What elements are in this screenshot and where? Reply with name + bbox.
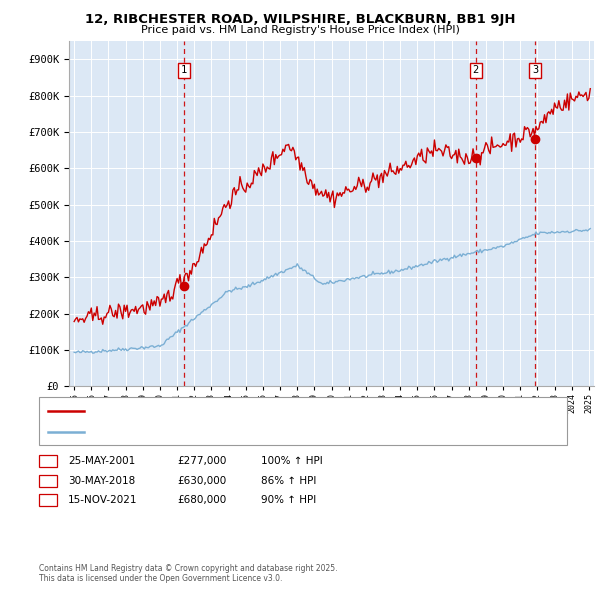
Text: £630,000: £630,000	[177, 476, 226, 486]
Text: 2: 2	[473, 65, 479, 76]
Text: 2: 2	[45, 476, 51, 486]
Text: 100% ↑ HPI: 100% ↑ HPI	[261, 457, 323, 466]
Text: 12, RIBCHESTER ROAD, WILPSHIRE, BLACKBURN, BB1 9JH (detached house): 12, RIBCHESTER ROAD, WILPSHIRE, BLACKBUR…	[90, 406, 432, 415]
Text: 1: 1	[181, 65, 187, 76]
Text: HPI: Average price, detached house, Ribble Valley: HPI: Average price, detached house, Ribb…	[90, 427, 316, 437]
Text: 15-NOV-2021: 15-NOV-2021	[68, 496, 137, 505]
Text: 3: 3	[532, 65, 538, 76]
Text: £680,000: £680,000	[177, 496, 226, 505]
Text: 90% ↑ HPI: 90% ↑ HPI	[261, 496, 316, 505]
Text: 1: 1	[45, 457, 51, 466]
Text: 3: 3	[45, 496, 51, 505]
Text: 30-MAY-2018: 30-MAY-2018	[68, 476, 135, 486]
Text: 86% ↑ HPI: 86% ↑ HPI	[261, 476, 316, 486]
Text: 12, RIBCHESTER ROAD, WILPSHIRE, BLACKBURN, BB1 9JH: 12, RIBCHESTER ROAD, WILPSHIRE, BLACKBUR…	[85, 13, 515, 26]
Text: Price paid vs. HM Land Registry's House Price Index (HPI): Price paid vs. HM Land Registry's House …	[140, 25, 460, 35]
Text: 25-MAY-2001: 25-MAY-2001	[68, 457, 135, 466]
Text: Contains HM Land Registry data © Crown copyright and database right 2025.
This d: Contains HM Land Registry data © Crown c…	[39, 563, 337, 583]
Text: £277,000: £277,000	[177, 457, 226, 466]
